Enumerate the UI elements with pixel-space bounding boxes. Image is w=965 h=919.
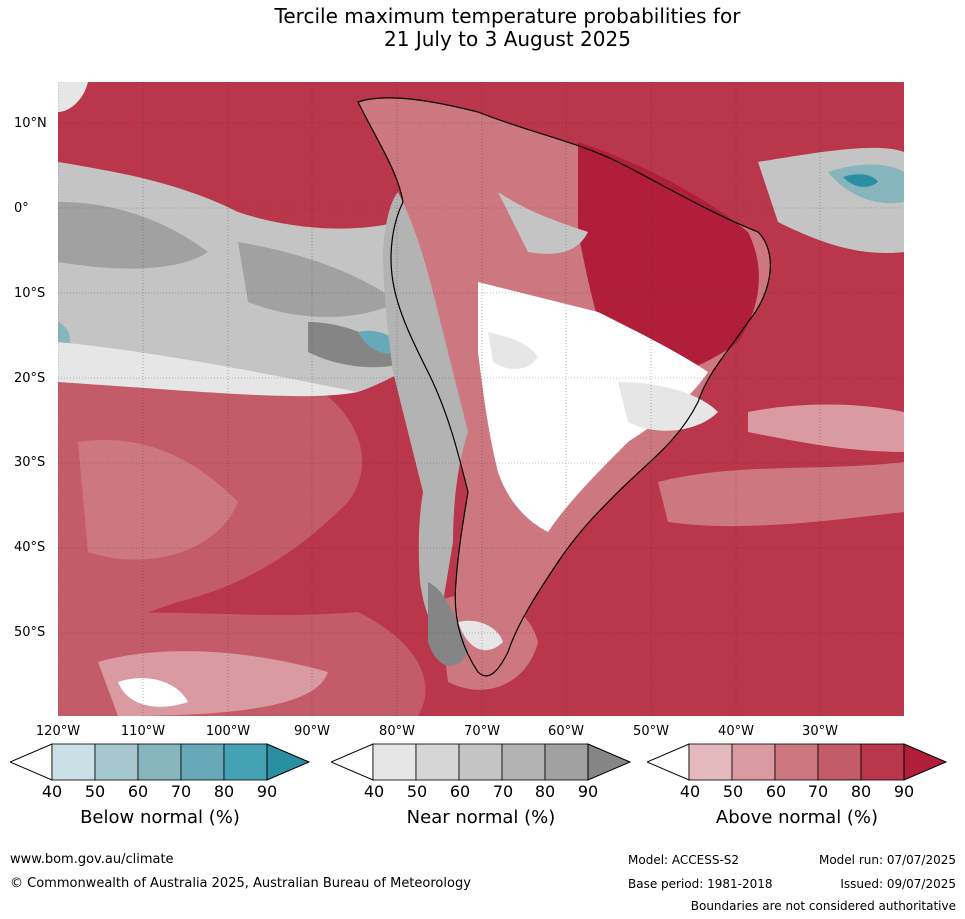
probability-map [58, 82, 904, 716]
colorbar-segment [688, 743, 733, 781]
tick-near-70: 70 [492, 782, 514, 801]
colorbar-below-normal [10, 743, 310, 781]
disclaimer-text: Boundaries are not considered authoritat… [690, 899, 956, 913]
lon-label-70w: 70°W [464, 724, 500, 739]
lon-label-30w: 30°W [802, 724, 838, 739]
colorbar-segment [415, 743, 460, 781]
tick-below-50: 50 [84, 782, 106, 801]
colorbar-near-normal [331, 743, 631, 781]
colorbar-segment [137, 743, 182, 781]
tick-above-50: 50 [722, 782, 744, 801]
lat-label-40s: 40°S [14, 540, 46, 555]
lon-label-90w: 90°W [294, 724, 330, 739]
lat-label-20s: 20°S [14, 371, 46, 386]
colorbar-segment [51, 743, 96, 781]
colorbar-max-arrow [903, 743, 947, 781]
model-text: Model: ACCESS-S2 [628, 853, 740, 867]
colorbar-segment [774, 743, 819, 781]
colorbar-segment [731, 743, 776, 781]
lon-label-80w: 80°W [379, 724, 415, 739]
tick-below-60: 60 [127, 782, 149, 801]
tick-below-80: 80 [213, 782, 235, 801]
title-line-1: Tercile maximum temperature probabilitie… [274, 4, 741, 28]
tick-below-40: 40 [41, 782, 63, 801]
colorbar-min-arrow [331, 743, 374, 781]
tick-near-80: 80 [534, 782, 556, 801]
lon-label-60w: 60°W [548, 724, 584, 739]
colorbar-max-arrow [587, 743, 631, 781]
base-period-text: Base period: 1981-2018 [628, 877, 773, 891]
colorbar-segment [860, 743, 905, 781]
lat-label-30s: 30°S [14, 455, 46, 470]
colorbar-segment [544, 743, 589, 781]
colorbar-above-normal [647, 743, 947, 781]
colorbar-segment [180, 743, 225, 781]
tick-above-90: 90 [893, 782, 915, 801]
colorbar-segment [372, 743, 417, 781]
model-run-text: Model run: 07/07/2025 [818, 853, 956, 867]
lon-label-40w: 40°W [718, 724, 754, 739]
colorbar-min-arrow [10, 743, 53, 781]
title-line-2: 21 July to 3 August 2025 [384, 27, 631, 51]
tick-below-90: 90 [256, 782, 278, 801]
lat-label-10n: 10°N [14, 116, 47, 131]
tick-above-80: 80 [850, 782, 872, 801]
lon-label-50w: 50°W [633, 724, 669, 739]
colorbar-segment [817, 743, 862, 781]
tick-near-90: 90 [577, 782, 599, 801]
colorbar-segment [458, 743, 503, 781]
tick-near-50: 50 [406, 782, 428, 801]
website-link[interactable]: www.bom.gov.au/climate [10, 852, 174, 867]
colorbar-label-near: Near normal (%) [406, 807, 556, 828]
lat-label-0: 0° [14, 201, 29, 216]
copyright-text: © Commonwealth of Australia 2025, Austra… [10, 876, 471, 891]
colorbar-segment [94, 743, 139, 781]
colorbar-segment [223, 743, 268, 781]
lon-label-100w: 100°W [205, 724, 251, 739]
lat-label-10s: 10°S [14, 286, 46, 301]
colorbar-label-above: Above normal (%) [715, 807, 879, 828]
lon-label-120w: 120°W [35, 724, 81, 739]
lon-label-110w: 110°W [120, 724, 166, 739]
tick-above-60: 60 [765, 782, 787, 801]
colorbar-min-arrow [647, 743, 690, 781]
colorbar-segment [501, 743, 546, 781]
map-title: Tercile maximum temperature probabilitie… [0, 5, 965, 51]
tick-above-70: 70 [807, 782, 829, 801]
issued-text: Issued: 09/07/2025 [840, 877, 956, 891]
lat-label-50s: 50°S [14, 625, 46, 640]
tick-below-70: 70 [170, 782, 192, 801]
tick-near-40: 40 [363, 782, 385, 801]
tick-near-60: 60 [449, 782, 471, 801]
colorbar-label-below: Below normal (%) [80, 807, 240, 828]
colorbar-max-arrow [266, 743, 310, 781]
tick-above-40: 40 [679, 782, 701, 801]
